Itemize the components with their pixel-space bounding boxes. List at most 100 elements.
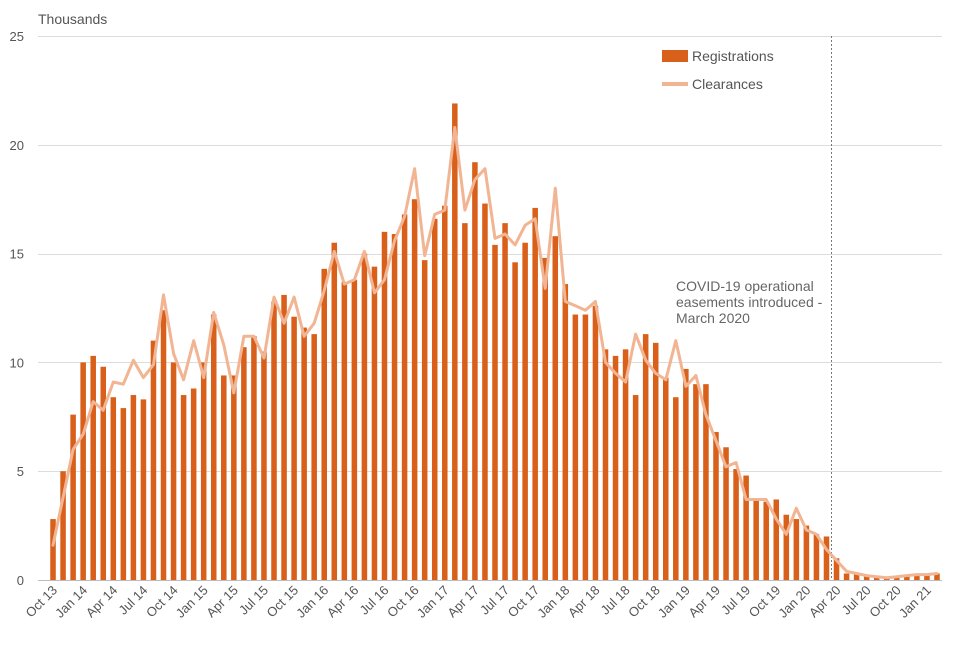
registrations-bar — [231, 375, 237, 580]
registrations-bar — [894, 576, 900, 580]
y-tick-label: 0 — [17, 573, 24, 588]
registrations-bar — [773, 499, 780, 580]
registrations-bar — [703, 384, 709, 580]
registrations-bar — [150, 340, 157, 580]
registrations-bar — [241, 347, 247, 580]
registrations-bar — [753, 499, 759, 580]
annotation-line-1: COVID-19 operational — [676, 278, 814, 294]
y-axis-ticks: 0 5 10 15 20 25 — [10, 29, 24, 588]
registrations-bar — [783, 514, 790, 580]
registrations-bar — [502, 223, 508, 581]
registrations-bar — [221, 375, 227, 580]
registrations-bar — [763, 501, 769, 580]
registrations-bar — [311, 334, 317, 580]
legend-clearances-label: Clearances — [692, 76, 763, 92]
registrations-bar — [271, 301, 277, 580]
registrations-bar — [60, 471, 66, 580]
x-tick-label: Oct 18 — [625, 583, 663, 621]
registrations-bar — [361, 253, 368, 580]
registrations-bar — [80, 362, 86, 580]
x-tick-label: Apr 17 — [444, 583, 482, 621]
registrations-bar — [713, 432, 719, 580]
registrations-bar — [462, 223, 468, 581]
registrations-bar — [683, 368, 689, 580]
x-tick-label: Apr 18 — [565, 583, 603, 621]
registrations-bar — [723, 447, 729, 580]
registrations-bar — [251, 336, 257, 580]
legend: Registrations Clearances — [662, 48, 774, 92]
registrations-bar — [562, 284, 569, 580]
registrations-bar — [733, 469, 739, 580]
registrations-bar — [442, 205, 448, 580]
legend-registrations-label: Registrations — [692, 48, 774, 64]
x-tick-label: Jan 16 — [293, 583, 331, 621]
x-tick-label: Apr 19 — [685, 583, 723, 621]
x-tick-label: Oct 17 — [505, 583, 543, 621]
registrations-bar — [803, 525, 810, 580]
registrations-bar — [622, 349, 629, 580]
registrations-bar — [492, 244, 498, 580]
registrations-bar — [743, 475, 749, 580]
registrations-bar — [914, 575, 920, 580]
legend-registrations-swatch — [662, 50, 688, 62]
registrations-bar — [90, 355, 96, 580]
x-tick-label: Apr 16 — [324, 583, 362, 621]
registrations-bar — [381, 231, 388, 580]
registrations-bar — [452, 103, 458, 581]
registrations-bar — [552, 236, 559, 580]
registrations-bar — [693, 384, 699, 580]
registrations-bar — [261, 351, 267, 580]
x-tick-label: Oct 15 — [264, 583, 302, 621]
registrations-bar — [351, 279, 358, 580]
registrations-bar — [140, 399, 147, 580]
registrations-bar — [341, 281, 348, 580]
registrations-bar — [130, 395, 137, 580]
x-tick-label: Apr 14 — [83, 583, 121, 621]
registrations-bar — [411, 199, 418, 580]
clearances-line — [51, 125, 939, 580]
x-tick-label: Jan 17 — [414, 583, 452, 621]
registrations-bar — [582, 314, 589, 580]
registrations-bar — [592, 305, 599, 580]
registrations-bar — [200, 362, 207, 580]
x-tick-label: Jan 18 — [534, 583, 572, 621]
registrations-bar — [863, 575, 870, 580]
x-tick-label: Jan 19 — [655, 583, 693, 621]
registrations-bar — [401, 214, 408, 580]
registrations-bar — [472, 162, 478, 580]
x-tick-label: Oct 19 — [746, 583, 784, 621]
x-tick-label: Jan 21 — [896, 583, 934, 621]
registrations-bar — [431, 218, 438, 580]
registrations-bar — [934, 573, 940, 580]
registrations-bar — [281, 294, 287, 580]
y-tick-label: 5 — [17, 464, 24, 479]
registrations-bar — [100, 366, 107, 580]
y-tick-label: 25 — [10, 29, 24, 44]
registrations-bar — [612, 355, 619, 580]
registrations-bar — [823, 536, 830, 580]
y-axis-label: Thousands — [38, 11, 107, 27]
y-tick-label: 10 — [10, 355, 24, 370]
annotation-line-3: March 2020 — [676, 310, 750, 326]
registrations-bar — [512, 262, 518, 580]
registrations-bar — [180, 395, 187, 580]
registrations-bar — [190, 388, 197, 580]
registrations-bar — [331, 242, 338, 580]
registrations-bar — [853, 573, 860, 580]
x-tick-label: Oct 20 — [866, 583, 904, 621]
registrations-bar — [833, 558, 840, 580]
registrations-bar — [642, 334, 649, 580]
registrations-bars — [50, 103, 940, 581]
y-tick-label: 15 — [10, 247, 24, 262]
registrations-bar — [904, 575, 910, 580]
x-tick-label: Apr 20 — [806, 583, 844, 621]
registrations-bar — [542, 257, 548, 580]
registrations-bar — [924, 574, 930, 580]
annotation-line-2: easements introduced - — [676, 294, 823, 310]
registrations-bar — [170, 362, 177, 580]
registrations-bar — [532, 207, 538, 581]
x-tick-label: Jan 20 — [775, 583, 813, 621]
registrations-bar — [663, 377, 669, 580]
